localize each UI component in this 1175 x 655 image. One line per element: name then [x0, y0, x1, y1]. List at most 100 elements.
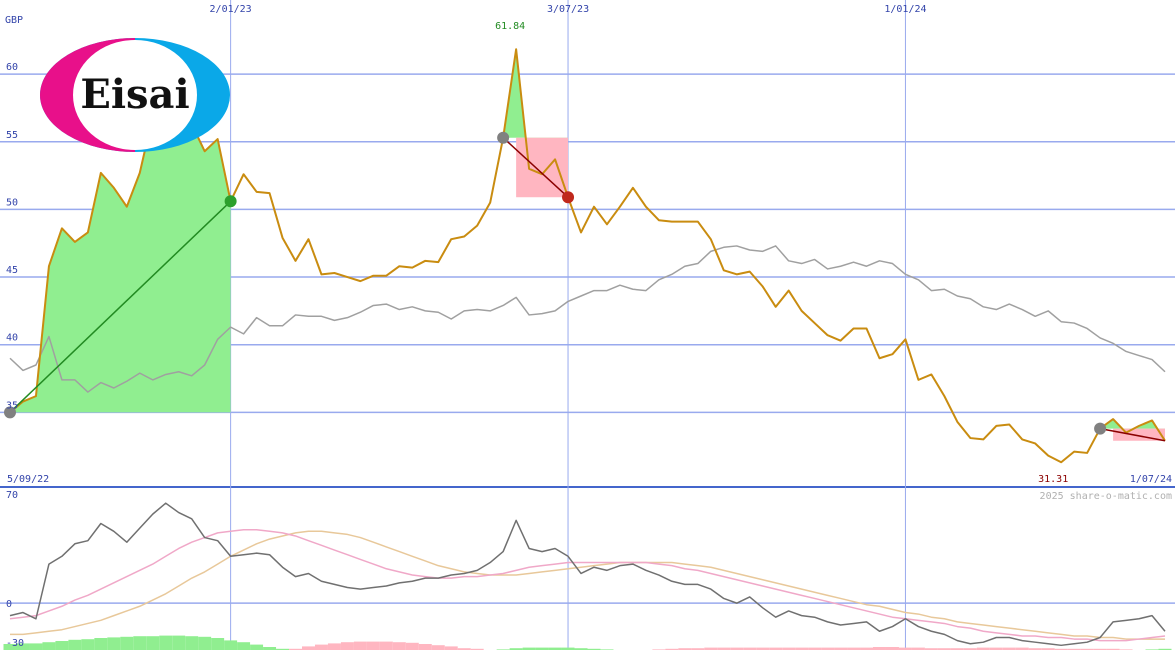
histogram-bar	[873, 647, 886, 650]
histogram-bar	[444, 646, 458, 650]
max-price-label: 61.84	[495, 21, 525, 32]
histogram-bar	[379, 641, 393, 650]
histogram-bar	[860, 647, 874, 650]
trade-connector	[9, 200, 232, 413]
histogram-bar	[535, 647, 549, 650]
histogram-bar	[470, 648, 484, 650]
histogram-bar	[1080, 648, 1094, 650]
histogram-bar	[574, 648, 588, 650]
histogram-bar	[198, 636, 212, 650]
histogram-bar	[730, 647, 744, 650]
histogram-bar	[289, 648, 302, 650]
histogram-bar	[133, 636, 147, 650]
histogram-bar	[769, 647, 783, 650]
histogram-bar	[353, 641, 367, 650]
osc-y-tick-label: 70	[6, 490, 18, 501]
logo-text: Eisai	[80, 71, 189, 118]
histogram-bar	[16, 643, 30, 650]
histogram-bar	[678, 648, 692, 650]
exit-marker	[562, 191, 575, 204]
series-lines	[9, 48, 1166, 647]
index-line	[9, 245, 1166, 393]
histogram-bar	[237, 642, 251, 650]
histogram-bar	[924, 648, 938, 650]
histogram-bar	[937, 648, 951, 650]
histogram-bar	[743, 647, 757, 650]
y-tick-label: 45	[6, 265, 18, 276]
trade-connector	[502, 137, 569, 198]
x-tick-label: 1/01/24	[884, 4, 926, 15]
histogram-bar	[457, 648, 471, 650]
price-line	[9, 48, 1166, 464]
exit-marker	[224, 195, 237, 208]
histogram-bar	[224, 640, 238, 650]
histogram-bar	[989, 647, 1003, 650]
histogram-bar	[587, 648, 601, 650]
range-end-label: 1/07/24	[1130, 474, 1172, 485]
histogram-bar	[561, 647, 575, 650]
min-price-label: 31.31	[1038, 474, 1068, 485]
y-tick-label: 55	[6, 130, 18, 141]
histogram-bar	[808, 647, 822, 650]
histogram-bar	[885, 647, 899, 650]
histogram-bar	[1158, 648, 1172, 650]
histogram-bar	[1106, 648, 1120, 650]
histogram-bar	[29, 643, 43, 650]
histogram-bar	[950, 648, 964, 650]
histogram-bar	[911, 647, 925, 650]
histogram-bar	[185, 636, 199, 650]
histogram-bar	[405, 642, 419, 650]
histogram-bar	[976, 647, 990, 650]
histogram-bar	[42, 642, 56, 650]
histogram-bar	[756, 647, 770, 650]
range-start-label: 5/09/22	[7, 474, 49, 485]
signal-markers	[4, 131, 1166, 442]
histogram-bar	[94, 638, 108, 650]
gain-area	[10, 68, 231, 413]
osc-y-tick-label: -30	[6, 638, 24, 649]
histogram-bar	[509, 648, 523, 650]
histogram-bar	[418, 644, 432, 650]
y-tick-label: 35	[6, 400, 18, 411]
gain-area	[1100, 419, 1165, 441]
histogram-bar	[522, 647, 536, 650]
histogram-bar	[392, 642, 406, 650]
histogram-bar	[120, 636, 134, 650]
histogram-bar	[795, 647, 809, 650]
histogram-bar	[898, 647, 912, 650]
y-tick-label: 40	[6, 333, 18, 344]
histogram-bar	[1067, 648, 1081, 650]
histogram-bar	[3, 644, 17, 650]
histogram-bar	[1028, 648, 1042, 650]
histogram-bar	[821, 647, 835, 650]
trade-connector	[1099, 427, 1166, 442]
histogram-bar	[159, 635, 173, 650]
company-logo: Eisai	[40, 38, 230, 152]
y-tick-label: 50	[6, 197, 18, 208]
loss-area	[516, 137, 569, 198]
histogram-bar	[107, 637, 121, 650]
histogram-bar	[340, 642, 354, 650]
entry-marker	[1094, 422, 1107, 435]
histogram-bar	[963, 648, 977, 650]
histogram-bar	[431, 645, 445, 650]
histogram-bar	[548, 647, 562, 650]
histogram-bar	[1002, 647, 1016, 650]
y-tick-label: 60	[6, 62, 18, 73]
entry-marker	[4, 406, 16, 419]
ma-fast-line	[9, 528, 1166, 642]
histogram-bar	[327, 643, 341, 650]
signal-fills	[3, 49, 1172, 650]
histogram-bar	[847, 647, 861, 650]
histogram-bar	[1015, 647, 1029, 650]
ma-slow-line	[10, 530, 1165, 640]
histogram-bar	[834, 647, 848, 650]
histogram-bar	[55, 641, 69, 650]
histogram-bar	[717, 647, 731, 650]
x-tick-label: 3/07/23	[547, 4, 589, 15]
histogram-bar	[211, 638, 225, 650]
histogram-bar	[665, 648, 679, 650]
axis-labels: GBP 5/09/22 1/07/24 2025 share-o-matic.c…	[5, 4, 1172, 649]
histogram-bar	[68, 639, 82, 650]
